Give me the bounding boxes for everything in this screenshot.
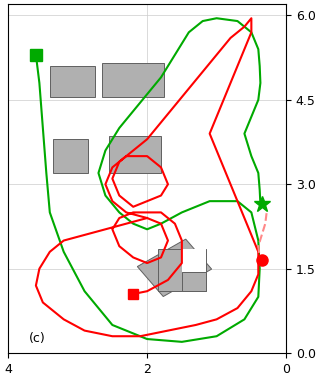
Text: (c): (c) — [29, 332, 46, 345]
Bar — [157, 249, 206, 291]
Bar — [50, 66, 95, 97]
Bar — [102, 63, 164, 97]
Bar — [182, 271, 206, 291]
Bar — [109, 136, 161, 173]
Bar — [137, 239, 212, 296]
Bar — [182, 249, 206, 271]
Bar — [53, 139, 88, 173]
